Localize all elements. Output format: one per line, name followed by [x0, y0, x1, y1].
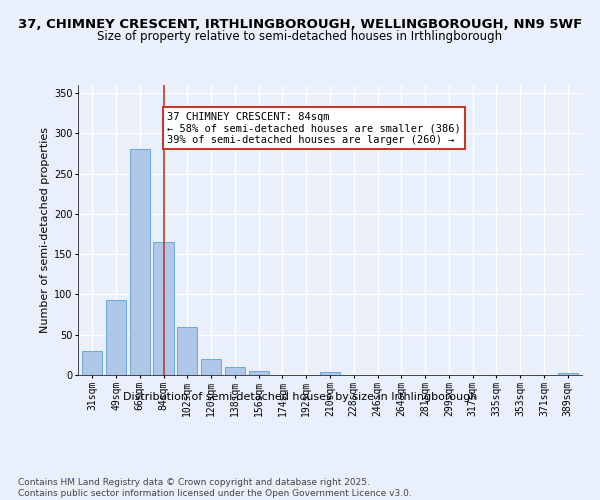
Text: 37 CHIMNEY CRESCENT: 84sqm
← 58% of semi-detached houses are smaller (386)
39% o: 37 CHIMNEY CRESCENT: 84sqm ← 58% of semi… — [167, 112, 461, 145]
Bar — [130, 150, 150, 375]
Bar — [557, 372, 578, 375]
Bar — [106, 300, 126, 375]
Bar — [248, 371, 269, 375]
Bar — [320, 372, 340, 375]
Bar — [201, 359, 221, 375]
Text: Distribution of semi-detached houses by size in Irthlingborough: Distribution of semi-detached houses by … — [123, 392, 477, 402]
Bar — [177, 326, 197, 375]
Bar — [154, 242, 173, 375]
Text: Size of property relative to semi-detached houses in Irthlingborough: Size of property relative to semi-detach… — [97, 30, 503, 43]
Bar — [82, 351, 103, 375]
Y-axis label: Number of semi-detached properties: Number of semi-detached properties — [40, 127, 50, 333]
Text: 37, CHIMNEY CRESCENT, IRTHLINGBOROUGH, WELLINGBOROUGH, NN9 5WF: 37, CHIMNEY CRESCENT, IRTHLINGBOROUGH, W… — [18, 18, 582, 30]
Bar — [225, 367, 245, 375]
Text: Contains HM Land Registry data © Crown copyright and database right 2025.
Contai: Contains HM Land Registry data © Crown c… — [18, 478, 412, 498]
